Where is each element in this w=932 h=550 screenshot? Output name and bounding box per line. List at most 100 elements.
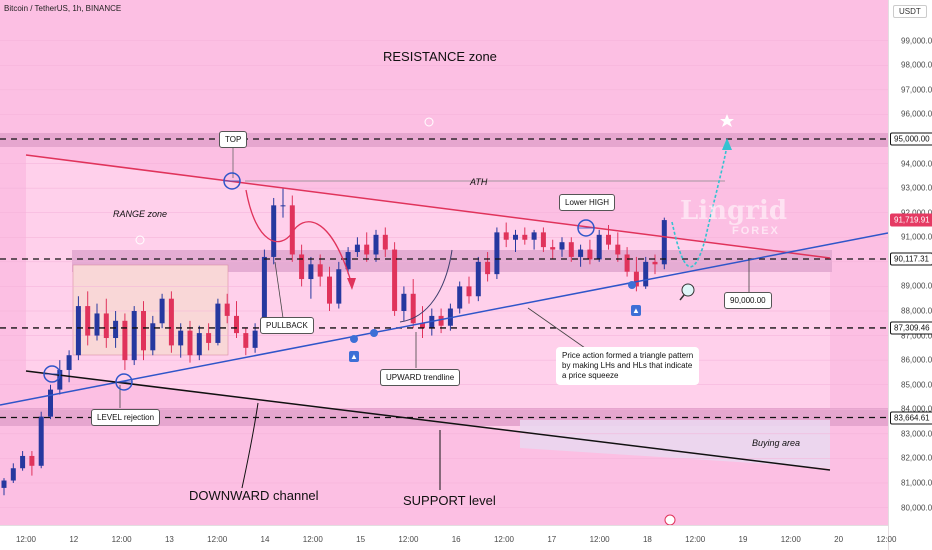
candle-body: [633, 271, 639, 287]
upward-curve: [399, 249, 453, 323]
arrow-head-icon: [347, 278, 356, 290]
candle: [131, 306, 137, 366]
candle: [20, 451, 26, 471]
candle: [531, 229, 537, 250]
arrow-up-icon: ▲: [631, 305, 641, 316]
candle-body: [503, 232, 509, 240]
x-tick-label: 18: [642, 535, 652, 544]
candle-body: [48, 389, 53, 417]
candle-body: [206, 333, 212, 343]
candle: [10, 463, 16, 483]
x-tick-label: 15: [356, 535, 366, 544]
note-line-3: a price squeeze: [562, 371, 619, 380]
price-label: 87,309.46: [890, 321, 932, 335]
price-scale[interactable]: USDT 99,000.00 98,000.00 97,000.00 96,000.0…: [888, 0, 932, 550]
candle: [168, 291, 174, 353]
candle-body: [513, 234, 518, 240]
candle-body: [606, 234, 611, 245]
chart-plot[interactable]: [0, 0, 888, 525]
candle-body: [410, 293, 416, 324]
candle: [410, 279, 416, 329]
watermark-logo: Lingrid: [680, 196, 787, 226]
candle-body: [652, 261, 658, 265]
candle: [578, 244, 584, 267]
y-tick-label: 94,000.00: [901, 159, 932, 169]
top-label: TOP: [219, 131, 248, 148]
candle-body: [364, 244, 370, 255]
candle-body: [336, 269, 342, 304]
candle: [596, 229, 602, 262]
candle: [289, 195, 295, 262]
candle: [364, 232, 370, 262]
pullback-curve: [245, 189, 353, 286]
y-tick-label: 84,000.00: [901, 404, 932, 414]
arrow-up-icon: ▲: [349, 351, 359, 362]
y-tick-label: 87,000.00: [901, 331, 932, 341]
candle: [633, 256, 639, 292]
x-tick-label: 12:00: [685, 535, 706, 544]
candle: [243, 328, 249, 356]
pointer-line: [274, 261, 284, 319]
projection-path: [671, 145, 728, 268]
candle: [280, 188, 286, 218]
candle-body: [85, 306, 91, 336]
candle: [113, 310, 119, 348]
x-tick-label: 17: [547, 535, 557, 544]
candle-body: [382, 234, 388, 250]
candle-body: [624, 254, 630, 272]
candle: [150, 315, 156, 356]
y-tick-label: 93,000.00: [901, 183, 932, 193]
time-axis[interactable]: 12:00 12 12:00 13 12:00 14 12:00 15 12:00 16 12:00…: [0, 525, 896, 550]
y-tick-label: 89,000.00: [901, 281, 932, 291]
x-tick-label: 16: [451, 535, 461, 544]
x-tick-label: 12:00: [302, 535, 323, 544]
candle-body: [113, 320, 119, 339]
candle: [392, 242, 398, 316]
candle-body: [94, 313, 100, 336]
candle-body: [122, 320, 128, 361]
support-level-label: SUPPORT level: [403, 493, 496, 508]
candle: [224, 293, 230, 324]
candle: [568, 237, 574, 262]
candle-body: [475, 261, 481, 297]
candle-body: [1, 480, 7, 488]
candle: [420, 306, 425, 339]
price-label: 95,000.00: [890, 132, 932, 146]
y-tick-label: 96,000.00: [901, 109, 932, 119]
candle: [643, 256, 649, 289]
y-tick-label: 99,000.00: [901, 36, 932, 46]
y-tick-label: 88,000.00: [901, 306, 932, 316]
y-tick-label: 80,000.00: [901, 503, 932, 513]
range-zone-label: RANGE zone: [113, 209, 168, 219]
candle: [503, 222, 509, 248]
candle: [652, 254, 658, 275]
pivot-dot: [628, 281, 636, 289]
projection-arrow-icon: [722, 138, 732, 150]
candle-body: [150, 323, 156, 351]
candle-body: [57, 369, 63, 390]
note-line-2: by making LHs and HLs that indicate: [562, 361, 693, 370]
candle: [336, 261, 342, 309]
candle: [587, 239, 593, 265]
candle-body: [215, 303, 221, 343]
candle-body: [578, 249, 584, 257]
candle: [308, 256, 314, 299]
price-label: 83,664.61: [890, 411, 932, 424]
candle: [38, 411, 44, 469]
candle-body: [187, 330, 193, 356]
candle-body: [29, 455, 35, 466]
candle-body: [20, 455, 26, 469]
note-line-1: Price action formed a triangle pattern: [562, 351, 694, 360]
candle: [345, 247, 351, 275]
candle-body: [457, 286, 463, 309]
x-tick-label: 13: [164, 535, 174, 544]
x-tick-label: 12:00: [398, 535, 419, 544]
y-tick-label: 81,000.00: [901, 478, 932, 488]
candle-body: [234, 315, 239, 334]
y-tick-label: 83,000.00: [901, 429, 932, 439]
watermark-sub: FOREX: [732, 225, 780, 237]
star-icon: [720, 114, 734, 127]
y-tick-label: 98,000.00: [901, 60, 932, 70]
candle: [354, 237, 360, 257]
x-tick-label: 12:00: [493, 535, 515, 544]
